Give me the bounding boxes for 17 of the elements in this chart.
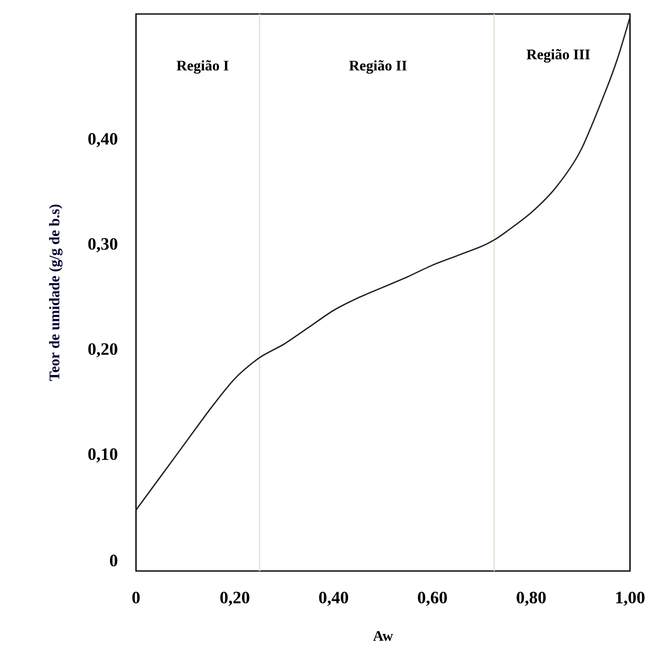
annotation: Região II bbox=[349, 60, 407, 74]
y-tick-label: 0,30 bbox=[88, 238, 118, 252]
x-tick-label: 1,00 bbox=[616, 592, 645, 606]
y-tick-label: 0 bbox=[110, 554, 118, 566]
x-tick-label: 0,80 bbox=[516, 592, 546, 606]
x-axis-title: Aw bbox=[373, 631, 394, 641]
x-tick-label: 0,20 bbox=[220, 592, 250, 606]
annotation: Região I bbox=[176, 60, 229, 74]
y-tick-label: 0,10 bbox=[88, 448, 118, 462]
y-axis-title: Teor de umidade (g/g de b.s) bbox=[49, 204, 63, 381]
x-tick-label: 0,40 bbox=[319, 592, 348, 606]
line-series bbox=[136, 16, 631, 511]
annotation: Região III bbox=[526, 49, 590, 63]
y-tick-label: 0,40 bbox=[88, 133, 118, 148]
x-tick-label: 0 bbox=[132, 592, 140, 604]
x-tick-label: 0,60 bbox=[418, 592, 448, 606]
y-tick-label: 0,20 bbox=[88, 343, 118, 358]
